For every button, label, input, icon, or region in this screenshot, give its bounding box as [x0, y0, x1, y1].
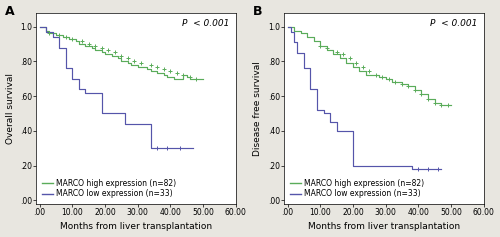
X-axis label: Months from liver transplantation: Months from liver transplantation: [308, 223, 460, 232]
Legend: MARCO high expression (n=82), MARCO low expression (n=33): MARCO high expression (n=82), MARCO low …: [40, 177, 178, 200]
Legend: MARCO high expression (n=82), MARCO low expression (n=33): MARCO high expression (n=82), MARCO low …: [288, 177, 426, 200]
Text: A: A: [4, 5, 14, 18]
Text: P  < 0.001: P < 0.001: [430, 18, 478, 27]
X-axis label: Months from liver transplantation: Months from liver transplantation: [60, 223, 212, 232]
Y-axis label: Overall survival: Overall survival: [6, 73, 15, 144]
Y-axis label: Disease free survival: Disease free survival: [254, 61, 262, 156]
Text: P  < 0.001: P < 0.001: [182, 18, 230, 27]
Text: B: B: [252, 5, 262, 18]
